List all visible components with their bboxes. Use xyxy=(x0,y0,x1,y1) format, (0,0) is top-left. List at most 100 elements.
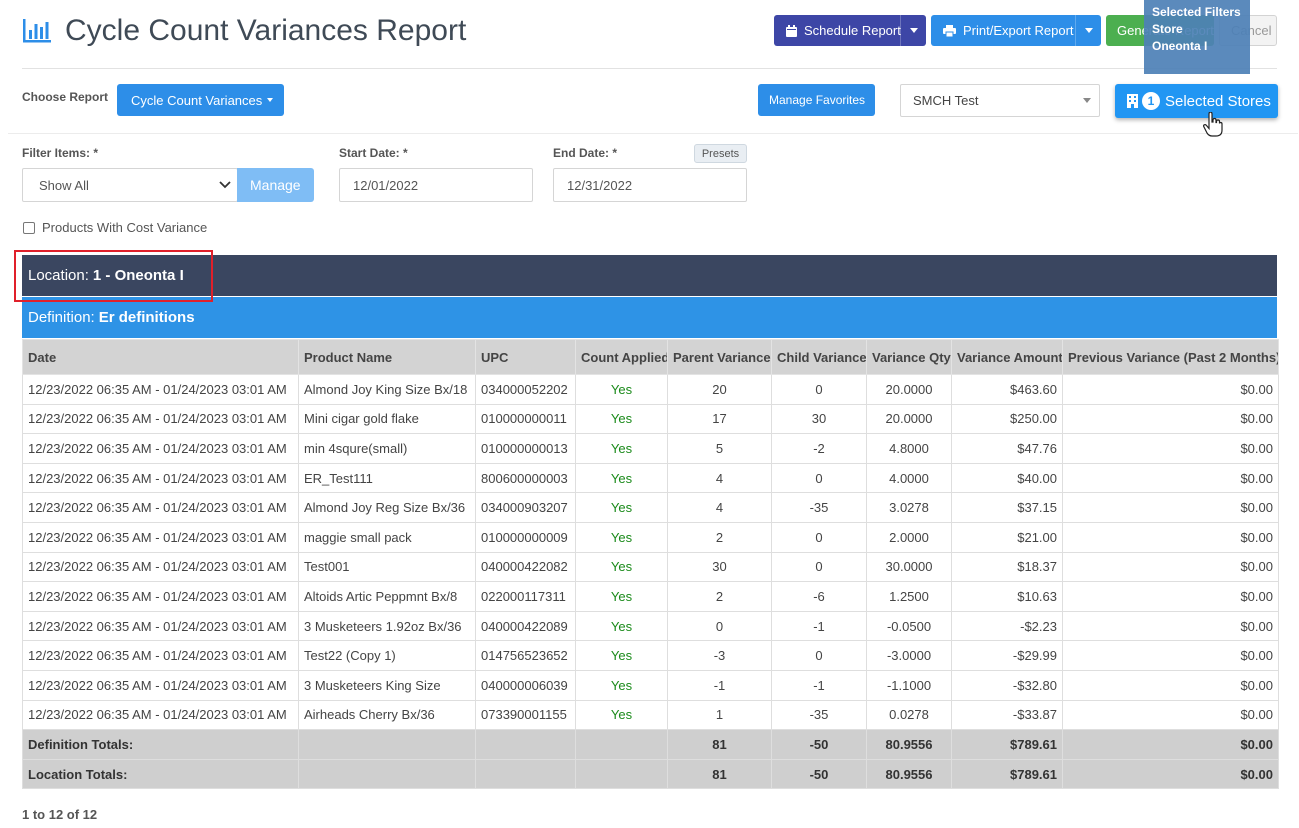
table-cell: Airheads Cherry Bx/36 xyxy=(298,699,476,731)
table-row[interactable]: 12/23/2022 06:35 AM - 01/24/2023 03:01 A… xyxy=(22,699,1279,731)
bar-chart-icon xyxy=(23,19,51,43)
table-cell: Yes xyxy=(575,403,668,435)
pagination-summary: 1 to 12 of 12 xyxy=(22,807,98,822)
table-cell: Yes xyxy=(575,521,668,553)
schedule-dropdown-toggle[interactable] xyxy=(900,15,926,46)
table-row[interactable]: 12/23/2022 06:35 AM - 01/24/2023 03:01 A… xyxy=(22,374,1279,405)
end-date-input[interactable]: 12/31/2022 xyxy=(553,168,747,202)
table-row[interactable]: 12/23/2022 06:35 AM - 01/24/2023 03:01 A… xyxy=(22,551,1279,583)
table-cell: Yes xyxy=(575,610,668,642)
table-cell: -1 xyxy=(771,669,867,701)
table-cell: Yes xyxy=(575,669,668,701)
table-cell: 040000422082 xyxy=(475,551,576,583)
table-cell: 0 xyxy=(667,610,772,642)
table-row[interactable]: 12/23/2022 06:35 AM - 01/24/2023 03:01 A… xyxy=(22,492,1279,523)
totals-cell xyxy=(298,729,476,760)
table-cell: 3 Musketeers King Size xyxy=(298,669,476,701)
choose-report-dropdown[interactable]: Cycle Count Variances xyxy=(117,84,284,116)
table-cell: -35 xyxy=(771,699,867,731)
table-cell: 010000000013 xyxy=(475,433,576,464)
print-export-button[interactable]: Print/Export Report xyxy=(931,15,1101,46)
table-cell: $0.00 xyxy=(1062,551,1279,583)
company-select[interactable]: SMCH Test xyxy=(900,84,1100,117)
table-cell: $37.15 xyxy=(951,492,1063,523)
table-cell: $0.00 xyxy=(1062,492,1279,523)
column-header[interactable]: Child Variance xyxy=(771,339,867,375)
table-cell: 010000000009 xyxy=(475,521,576,553)
table-cell: $47.76 xyxy=(951,433,1063,464)
table-cell: -35 xyxy=(771,492,867,523)
table-cell: 4.8000 xyxy=(866,433,952,464)
manage-favorites-label: Manage Favorites xyxy=(769,93,866,107)
table-cell: 30 xyxy=(667,551,772,583)
table-cell: 12/23/2022 06:35 AM - 01/24/2023 03:01 A… xyxy=(22,403,299,435)
end-date-value: 12/31/2022 xyxy=(567,177,633,193)
table-cell: Yes xyxy=(575,433,668,464)
manage-favorites-button[interactable]: Manage Favorites xyxy=(758,84,875,116)
column-header[interactable]: UPC xyxy=(475,339,576,375)
column-header[interactable]: Variance Amount xyxy=(951,339,1063,375)
schedule-report-button[interactable]: Schedule Report xyxy=(774,15,926,46)
table-row[interactable]: 12/23/2022 06:35 AM - 01/24/2023 03:01 A… xyxy=(22,462,1279,494)
manage-filter-button[interactable]: Manage xyxy=(237,168,314,202)
table-cell: $21.00 xyxy=(951,521,1063,553)
totals-cell: $0.00 xyxy=(1062,758,1279,790)
table-cell: 12/23/2022 06:35 AM - 01/24/2023 03:01 A… xyxy=(22,669,299,701)
table-cell: 12/23/2022 06:35 AM - 01/24/2023 03:01 A… xyxy=(22,610,299,642)
chevron-down-icon xyxy=(219,181,231,189)
table-row[interactable]: 12/23/2022 06:35 AM - 01/24/2023 03:01 A… xyxy=(22,669,1279,701)
table-cell: 12/23/2022 06:35 AM - 01/24/2023 03:01 A… xyxy=(22,374,299,405)
table-body: 12/23/2022 06:35 AM - 01/24/2023 03:01 A… xyxy=(22,374,1279,790)
table-row[interactable]: 12/23/2022 06:35 AM - 01/24/2023 03:01 A… xyxy=(22,403,1279,435)
table-cell: 12/23/2022 06:35 AM - 01/24/2023 03:01 A… xyxy=(22,699,299,731)
print-dropdown-toggle[interactable] xyxy=(1075,15,1101,46)
schedule-report-label: Schedule Report xyxy=(804,23,901,38)
table-row[interactable]: 12/23/2022 06:35 AM - 01/24/2023 03:01 A… xyxy=(22,581,1279,612)
table-cell: 12/23/2022 06:35 AM - 01/24/2023 03:01 A… xyxy=(22,581,299,612)
table-cell: 0 xyxy=(771,640,867,671)
table-row[interactable]: 12/23/2022 06:35 AM - 01/24/2023 03:01 A… xyxy=(22,610,1279,642)
column-header[interactable]: Count Applied xyxy=(575,339,668,375)
table-row[interactable]: 12/23/2022 06:35 AM - 01/24/2023 03:01 A… xyxy=(22,521,1279,553)
column-header[interactable]: Parent Variance xyxy=(667,339,772,375)
table-cell: 12/23/2022 06:35 AM - 01/24/2023 03:01 A… xyxy=(22,640,299,671)
column-header[interactable]: Previous Variance (Past 2 Months) xyxy=(1062,339,1279,375)
column-header[interactable]: Variance Qty xyxy=(866,339,952,375)
variance-table: Date Product Name UPC Count Applied Pare… xyxy=(22,339,1279,790)
table-cell: 20.0000 xyxy=(866,403,952,435)
chevron-down-icon xyxy=(1084,28,1093,33)
selected-stores-button[interactable]: 1 Selected Stores xyxy=(1115,84,1278,118)
chevron-down-icon xyxy=(267,98,274,102)
table-cell: 014756523652 xyxy=(475,640,576,671)
calendar-icon xyxy=(786,24,797,37)
selected-stores-label: Selected Stores xyxy=(1165,92,1271,110)
start-date-input[interactable]: 12/01/2022 xyxy=(339,168,533,202)
presets-button[interactable]: Presets xyxy=(694,144,747,163)
choose-report-value: Cycle Count Variances xyxy=(131,92,263,108)
totals-cell: -50 xyxy=(771,729,867,760)
column-header[interactable]: Product Name xyxy=(298,339,476,375)
table-row[interactable]: 12/23/2022 06:35 AM - 01/24/2023 03:01 A… xyxy=(22,640,1279,671)
page-title: Cycle Count Variances Report xyxy=(65,14,467,47)
highlight-box xyxy=(14,250,213,302)
table-cell: 2.0000 xyxy=(866,521,952,553)
table-cell: $0.00 xyxy=(1062,433,1279,464)
filter-items-select[interactable]: Show All xyxy=(22,168,238,202)
table-cell: 040000422089 xyxy=(475,610,576,642)
table-cell: $0.00 xyxy=(1062,462,1279,494)
start-date-label: Start Date: * xyxy=(339,146,408,160)
table-cell: ER_Test111 xyxy=(298,462,476,494)
manage-filter-label: Manage xyxy=(250,177,301,193)
totals-cell: 80.9556 xyxy=(866,729,952,760)
header-divider xyxy=(22,68,1277,69)
totals-cell: 80.9556 xyxy=(866,758,952,790)
table-cell: $0.00 xyxy=(1062,669,1279,701)
cost-variance-checkbox[interactable] xyxy=(23,222,35,234)
table-cell: 30.0000 xyxy=(866,551,952,583)
column-header[interactable]: Date xyxy=(22,339,299,375)
table-cell: Yes xyxy=(575,492,668,523)
print-export-label: Print/Export Report xyxy=(963,23,1074,38)
table-row[interactable]: 12/23/2022 06:35 AM - 01/24/2023 03:01 A… xyxy=(22,433,1279,464)
location-prefix: Location: xyxy=(28,267,89,284)
totals-cell: 81 xyxy=(667,758,772,790)
